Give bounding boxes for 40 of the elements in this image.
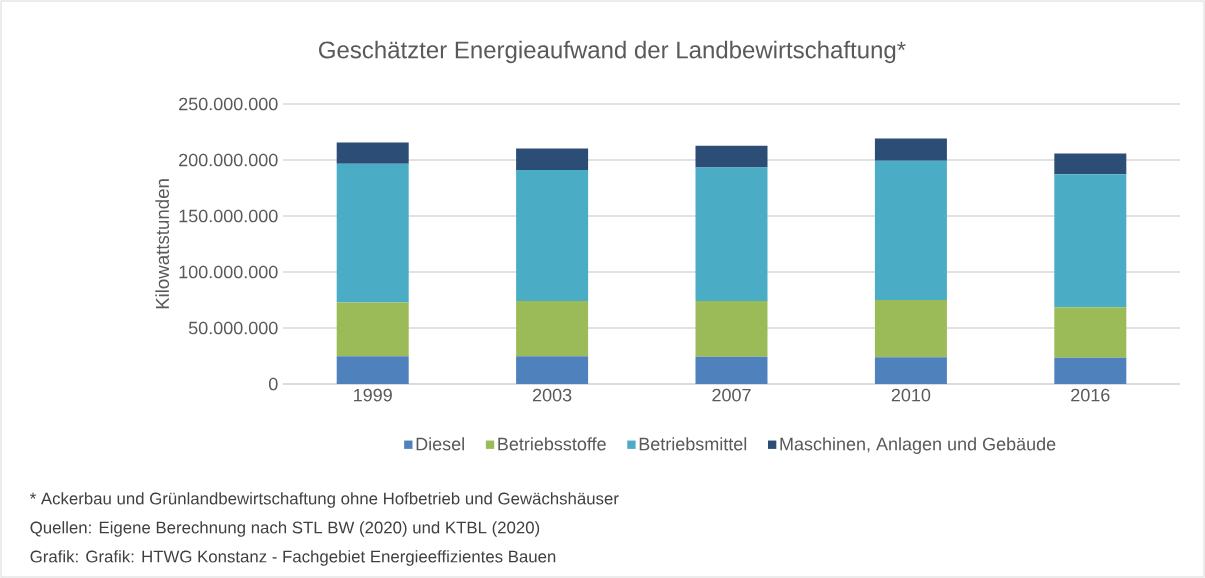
bar [874,300,947,358]
bar [336,163,409,303]
bar [874,357,947,384]
legend-label: Diesel [416,437,464,451]
y-tick-label: 250.000.000 [179,97,278,111]
text: Grafik: Grafik: HTWG Konstanz - Fachgebiet Energieeffizientes Bauen [30,550,556,566]
bar [516,170,589,302]
y-tick-label: 150.000.000 [179,209,278,223]
bar [336,302,409,357]
bar [874,138,947,161]
y-tick-label: 0 [268,377,278,391]
bar [695,167,768,302]
text: * Ackerbau und Grünlandbewirtschaftung ohne Hofbetrieb und Gewächshäuser [29,492,619,508]
y-tick-label: 100.000.000 [179,265,278,279]
chart-title: Geschätzter Energieaufwand der Landbewirtschaftung* [319,40,906,64]
bar [336,142,409,164]
bar [695,356,768,384]
y-axis-title: Kilowattstunden [155,179,170,309]
bar [1054,307,1127,358]
bar [336,356,409,384]
bar [695,301,768,357]
bar [516,301,589,357]
bar [1054,174,1127,308]
x-tick-label: 1999 [354,388,392,402]
x-tick-label: 2007 [712,388,751,402]
bar [1054,153,1127,175]
bar [516,148,589,171]
bar [874,160,947,301]
legend-label: Maschinen, Anlagen und Gebäude [780,437,1056,454]
x-tick-label: 2010 [891,388,931,402]
x-tick-label: 2003 [532,388,572,402]
source-note: Quellen: Eigene Berechnung nach STL BW (2020) und KTBL (2020) [30,521,540,537]
y-tick-label: 200.000.000 [179,153,278,167]
x-tick-label: 2016 [1071,388,1110,402]
bar [516,356,589,384]
bar [1054,357,1127,384]
legend-label: Betriebsmittel [639,437,747,451]
y-tick-label: 50.000.000 [188,321,278,335]
bar [695,145,768,168]
legend-label: Betriebsstoffe [498,437,606,451]
